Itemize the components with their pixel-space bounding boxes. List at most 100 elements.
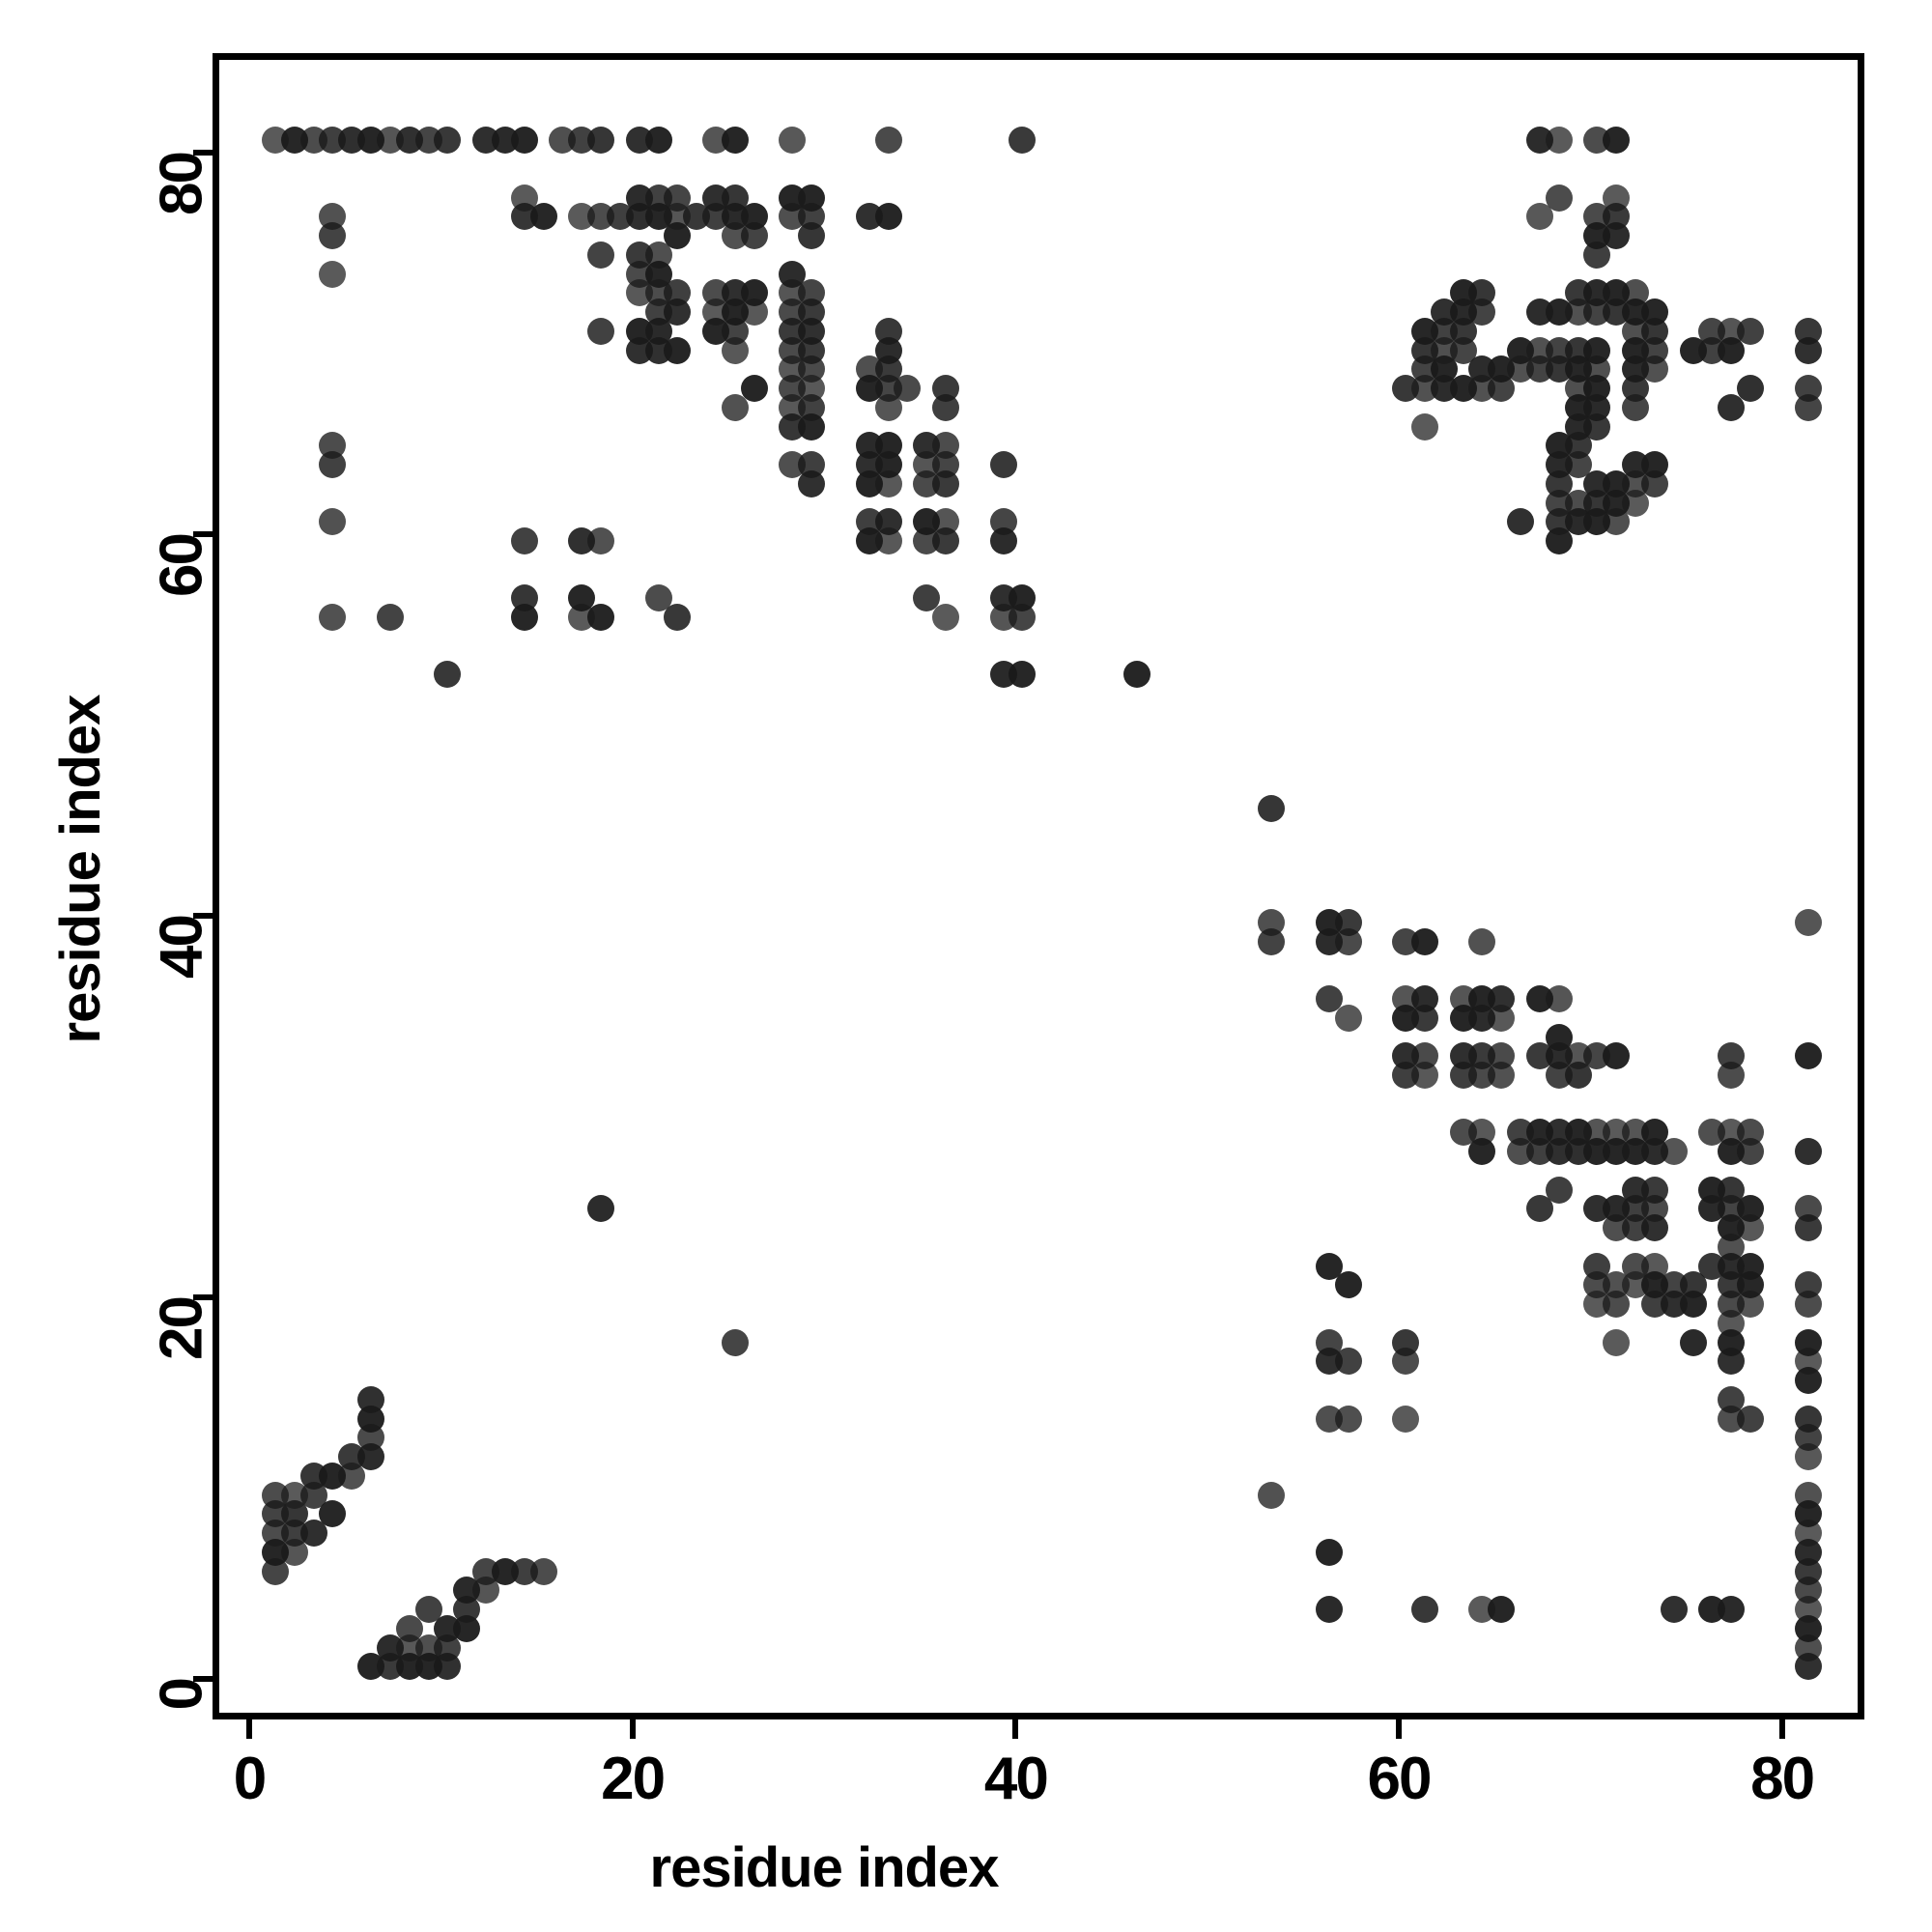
data-point <box>1315 1252 1343 1280</box>
data-point <box>1258 1481 1286 1509</box>
data-point <box>319 508 347 536</box>
data-point <box>434 1653 462 1681</box>
x-axis-tick <box>629 1719 636 1739</box>
data-point <box>1794 909 1822 936</box>
data-point <box>587 604 614 631</box>
data-point <box>1622 1252 1649 1280</box>
data-point <box>319 451 347 478</box>
data-point <box>740 298 768 326</box>
data-point <box>1525 1195 1553 1223</box>
data-point <box>1123 661 1151 689</box>
data-point <box>1660 1596 1688 1623</box>
y-axis-tick <box>193 150 213 156</box>
data-point <box>1009 604 1037 631</box>
data-point <box>319 1500 347 1528</box>
data-point <box>1449 985 1477 1012</box>
y-axis-tick <box>193 913 213 919</box>
data-point <box>1258 794 1286 822</box>
x-axis-tick-label: 40 <box>983 1746 1049 1812</box>
data-point <box>299 1462 327 1490</box>
data-point <box>1794 1271 1822 1299</box>
data-point <box>1622 489 1649 517</box>
data-point <box>779 184 807 212</box>
data-point <box>1679 1291 1707 1318</box>
data-point <box>1449 279 1477 307</box>
data-point <box>1315 1405 1343 1433</box>
data-point <box>510 527 538 554</box>
data-point <box>1315 1328 1343 1356</box>
y-axis-tick-label: 80 <box>148 153 215 215</box>
data-point <box>1468 1138 1496 1165</box>
data-point <box>702 184 729 212</box>
y-axis-title: residue index <box>49 695 112 1044</box>
data-point <box>1737 1291 1764 1318</box>
data-point <box>1507 508 1534 536</box>
data-point <box>1794 1042 1822 1070</box>
data-point <box>1698 1119 1726 1147</box>
data-point <box>1794 1481 1822 1509</box>
data-point <box>855 355 883 384</box>
data-point <box>874 317 902 345</box>
x-axis-tick-label: 20 <box>601 1746 666 1812</box>
data-point <box>376 604 404 631</box>
x-axis-tick <box>1012 1719 1019 1739</box>
x-axis-tick <box>246 1719 252 1739</box>
x-axis-tick-label: 0 <box>233 1746 268 1812</box>
data-point <box>357 1653 384 1681</box>
data-point <box>1737 1138 1764 1165</box>
data-point <box>299 1520 327 1547</box>
data-point <box>874 203 902 231</box>
data-point <box>1430 298 1458 326</box>
data-point <box>664 298 692 326</box>
data-point <box>855 432 883 460</box>
data-point <box>874 469 902 497</box>
data-point <box>453 1614 481 1642</box>
data-point <box>932 604 959 631</box>
data-point <box>1315 1538 1343 1566</box>
data-point <box>453 1577 481 1605</box>
data-point <box>932 527 959 554</box>
data-point <box>1718 393 1746 421</box>
data-point <box>798 469 826 497</box>
data-point <box>644 127 672 155</box>
data-point <box>779 317 807 345</box>
y-axis-tick-label: 60 <box>148 534 215 597</box>
data-point <box>1603 508 1631 536</box>
data-point <box>395 127 423 155</box>
data-point <box>1640 1214 1668 1241</box>
y-axis-tick-label: 40 <box>148 916 215 979</box>
data-point <box>587 527 614 554</box>
data-point <box>1603 1138 1631 1165</box>
x-axis-tick <box>1396 1719 1402 1739</box>
data-point <box>1488 1062 1516 1089</box>
data-point <box>1718 1042 1746 1070</box>
data-point <box>702 127 729 155</box>
x-axis-tick-label: 60 <box>1367 1746 1433 1812</box>
data-point <box>1794 1214 1822 1241</box>
data-point <box>1794 375 1822 402</box>
data-point <box>1603 1328 1631 1356</box>
data-point <box>338 1462 366 1490</box>
data-point <box>1334 1271 1362 1299</box>
data-point <box>1737 1405 1764 1433</box>
data-point <box>1794 1443 1822 1470</box>
data-point <box>664 336 692 364</box>
data-point <box>510 184 538 212</box>
data-point <box>587 241 614 269</box>
data-point <box>779 127 807 155</box>
data-point <box>1488 1004 1516 1032</box>
data-point <box>1392 927 1419 955</box>
data-point <box>913 432 941 460</box>
data-point <box>1583 336 1611 364</box>
data-point <box>376 1634 404 1662</box>
data-point <box>587 317 614 345</box>
data-point <box>740 375 768 402</box>
data-point <box>664 604 692 631</box>
data-point <box>261 1481 289 1509</box>
data-point <box>472 127 499 155</box>
data-point <box>395 1614 423 1642</box>
data-point <box>1258 909 1286 936</box>
data-point <box>1449 1042 1477 1070</box>
data-point <box>472 1557 499 1585</box>
data-point <box>1545 527 1573 554</box>
